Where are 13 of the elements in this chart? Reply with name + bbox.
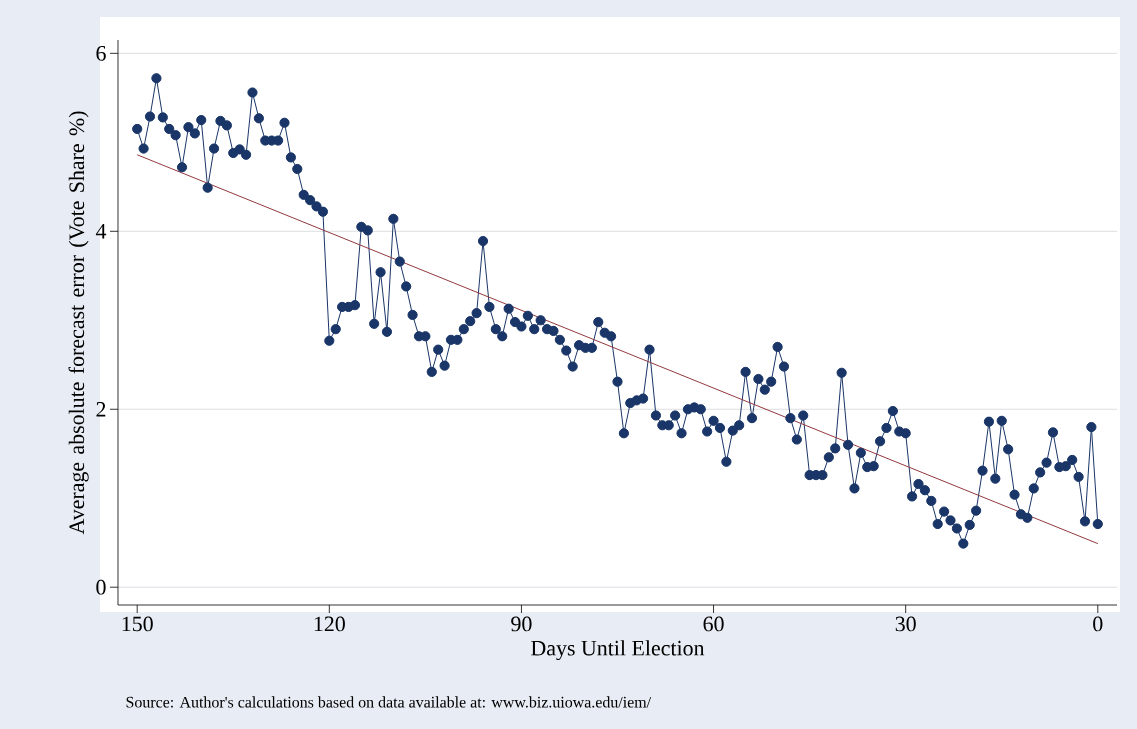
x-tick-label: 90 (511, 616, 532, 632)
x-tick-label: 0 (1093, 616, 1103, 632)
x-tick-label: 120 (314, 616, 345, 632)
y-tick-label: 6 (96, 45, 106, 61)
source-note: Source: Author's calculations based on data available at: www.biz.uiowa.edu/iem/ (126, 696, 652, 708)
y-axis-title: Average absolute forecast error (Vote Share %) (68, 111, 89, 535)
x-axis-title: Days Until Election (531, 640, 705, 661)
x-tick-label: 60 (703, 616, 724, 632)
x-tick-label: 150 (122, 616, 153, 632)
y-tick-label: 4 (95, 224, 107, 239)
y-tick-label: 2 (96, 401, 106, 417)
y-tick-label: 0 (96, 579, 106, 595)
x-tick-label: 30 (895, 616, 916, 632)
